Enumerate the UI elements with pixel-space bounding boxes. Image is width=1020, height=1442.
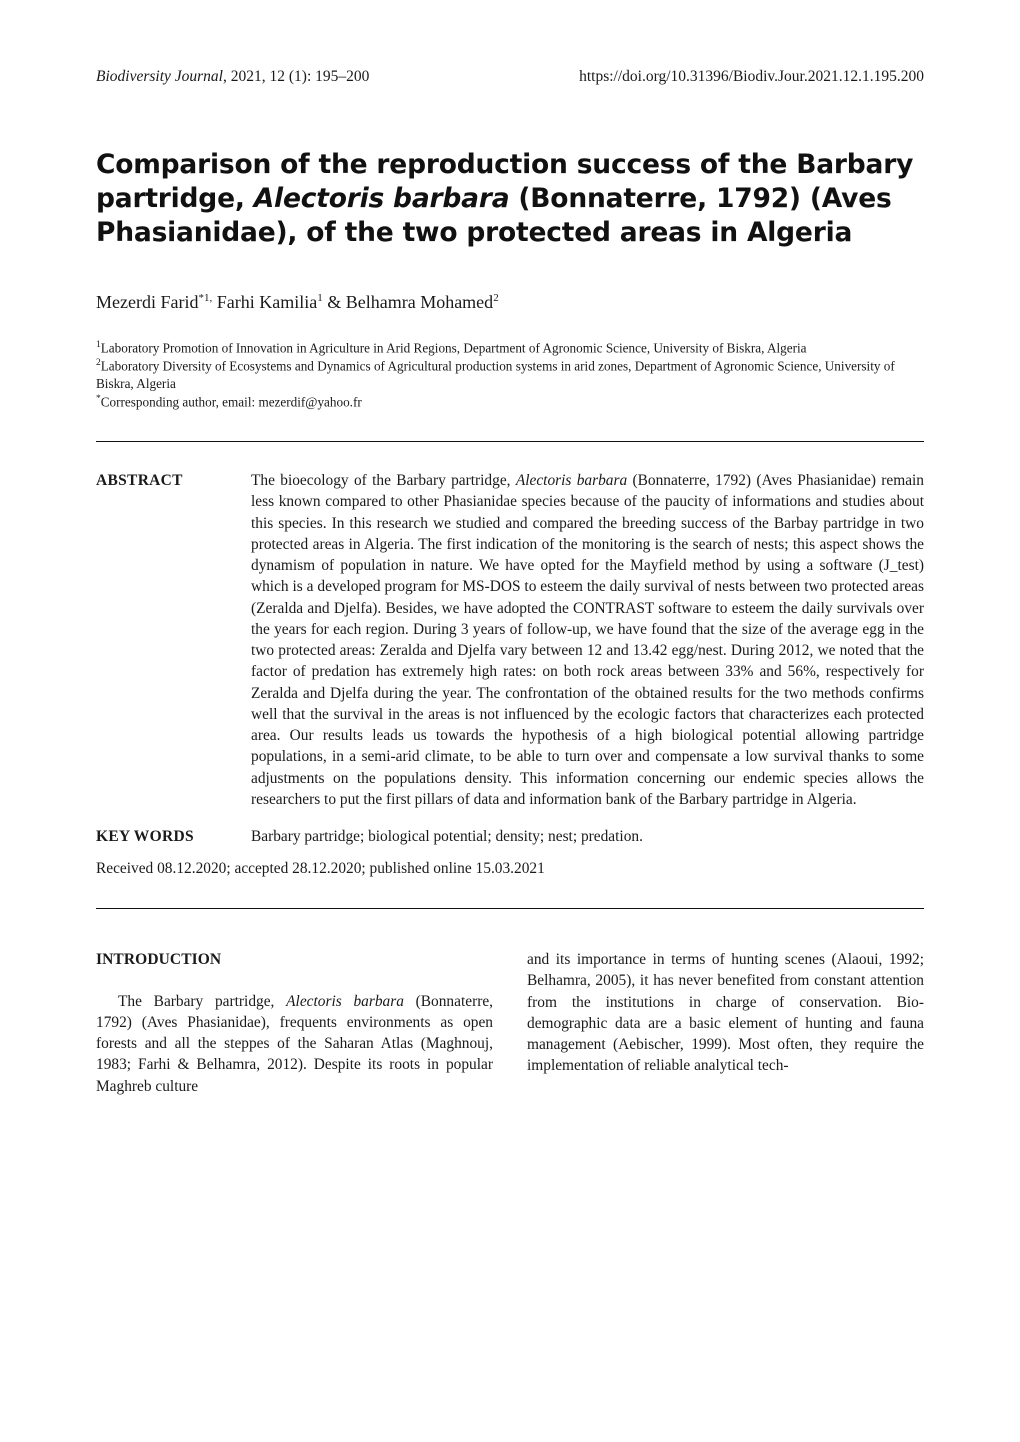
author-1: Mezerdi Farid [96,292,198,312]
abstract-pre: The bioecology of the Barbary partridge, [251,472,516,489]
column-right: and its importance in terms of hunting s… [527,949,924,1097]
divider-rule [96,908,924,909]
column-left: INTRODUCTION The Barbary partridge, Alec… [96,949,493,1097]
author-2: Farhi Kamilia [212,292,317,312]
journal-issue: Biodiversity Journal, 2021, 12 (1): 195–… [96,68,369,86]
intro-pre: The Barbary partridge, [118,993,286,1010]
affiliation-1-text: Laboratory Promotion of Innovation in Ag… [101,340,807,355]
keywords-text: Barbary partridge; biological potential;… [251,828,924,846]
keywords-label: KEY WORDS [96,828,251,846]
divider-rule [96,441,924,442]
title-species: Alectoris barbara [254,183,510,214]
corresponding: *Corresponding author, email: mezerdif@y… [96,393,924,411]
section-heading-introduction: INTRODUCTION [96,949,493,970]
abstract-post: (Bonnaterre, 1792) (Aves Phasianidae) re… [251,472,924,808]
article-dates: Received 08.12.2020; accepted 28.12.2020… [96,860,924,878]
page: Biodiversity Journal, 2021, 12 (1): 195–… [0,0,1020,1442]
issue: , 2021, 12 (1): 195–200 [223,68,369,85]
abstract-species: Alectoris barbara [516,472,627,489]
running-header: Biodiversity Journal, 2021, 12 (1): 195–… [96,68,924,86]
abstract-label: ABSTRACT [96,470,251,490]
intro-paragraph-right: and its importance in terms of hunting s… [527,949,924,1077]
affiliations: 1Laboratory Promotion of Innovation in A… [96,339,924,411]
affiliation-1: 1Laboratory Promotion of Innovation in A… [96,339,924,357]
author-3-sup: 2 [493,292,499,304]
author-list: Mezerdi Farid*1, Farhi Kamilia1 & Belham… [96,292,924,313]
author-amp: & [323,292,346,312]
keywords-block: KEY WORDS Barbary partridge; biological … [96,828,924,846]
corresponding-text: Corresponding author, email: mezerdif@ya… [101,394,362,409]
author-1-sup: *1, [198,292,212,304]
journal-name: Biodiversity Journal [96,68,223,85]
intro-paragraph-left: The Barbary partridge, Alectoris barbara… [96,991,493,1097]
abstract-block: ABSTRACT The bioecology of the Barbary p… [96,470,924,810]
author-3: Belhamra Mohamed [346,292,493,312]
intro-species: Alectoris barbara [286,993,404,1010]
body-columns: INTRODUCTION The Barbary partridge, Alec… [96,949,924,1097]
abstract-text: The bioecology of the Barbary partridge,… [251,470,924,810]
affiliation-2: 2Laboratory Diversity of Ecosystems and … [96,357,924,393]
doi-link[interactable]: https://doi.org/10.31396/Biodiv.Jour.202… [579,68,924,86]
article-title: Comparison of the reproduction success o… [96,148,924,250]
affiliation-2-text: Laboratory Diversity of Ecosystems and D… [96,358,895,391]
